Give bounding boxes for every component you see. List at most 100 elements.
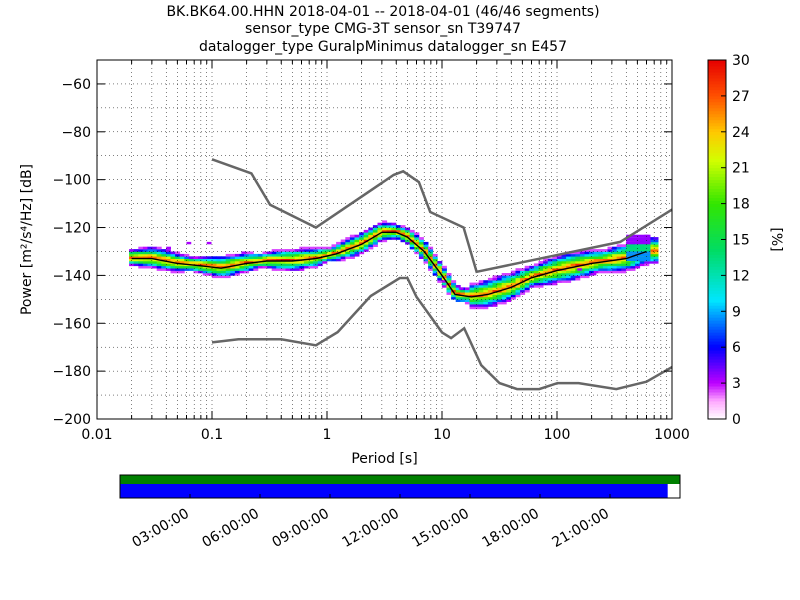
y-tick-label: −80 — [61, 125, 91, 141]
psd-cell — [372, 241, 378, 245]
psd-cell — [483, 301, 489, 305]
psd-cell — [575, 253, 581, 257]
psd-cell — [501, 275, 507, 279]
psd-cell — [377, 234, 383, 238]
psd-cell — [294, 253, 300, 257]
psd-cell — [262, 258, 268, 262]
psd-cell — [239, 270, 245, 274]
psd-cell — [451, 287, 457, 291]
psd-cell — [648, 237, 654, 240]
psd-cell — [584, 273, 590, 276]
psd-cell — [267, 261, 273, 264]
psd-cell — [418, 239, 424, 243]
psd-cell — [483, 280, 489, 283]
psd-cell — [483, 282, 489, 286]
colorbar-segment — [708, 281, 726, 285]
psd-cell — [165, 258, 171, 262]
low-noise-model-line — [211, 276, 673, 391]
colorbar-segment — [708, 254, 726, 258]
psd-cell — [317, 261, 323, 264]
psd-cell — [285, 258, 291, 262]
psd-cell — [547, 258, 553, 262]
colorbar-segment — [708, 251, 726, 255]
psd-cell — [345, 237, 351, 240]
psd-cell — [510, 282, 516, 286]
psd-cell — [280, 249, 286, 252]
psd-cell — [184, 268, 190, 271]
psd-cell — [142, 253, 148, 257]
psd-cell — [602, 258, 608, 262]
colorbar-segment — [708, 158, 726, 163]
colorbar-segment — [708, 290, 726, 294]
psd-cell — [211, 256, 217, 259]
psd-cell — [561, 273, 567, 276]
psd-cell — [626, 241, 651, 245]
psd-cell — [216, 258, 222, 262]
colorbar-segment — [708, 329, 726, 333]
psd-cell — [639, 263, 645, 267]
colorbar-tick-label: 18 — [732, 197, 750, 213]
psd-cell — [290, 253, 296, 257]
psd-cell — [133, 253, 139, 257]
psd-cell — [234, 261, 240, 264]
psd-cell — [593, 270, 599, 274]
psd-cell — [207, 261, 213, 264]
psd-cell — [446, 287, 452, 291]
psd-cell — [621, 268, 627, 271]
psd-cell — [506, 296, 512, 300]
psd-cell — [202, 268, 208, 271]
psd-cell — [234, 273, 240, 276]
psd-cell — [437, 277, 443, 281]
psd-cell — [515, 292, 521, 295]
colorbar-tick-label: 30 — [732, 53, 750, 69]
psd-cell — [474, 306, 480, 310]
psd-cell — [138, 246, 144, 250]
psd-cell — [225, 273, 231, 276]
colorbar-segment — [708, 317, 726, 321]
psd-cell — [478, 280, 484, 283]
x-tick-label: 1000 — [654, 427, 690, 443]
psd-cell — [349, 241, 355, 245]
psd-cell — [317, 246, 323, 250]
colorbar-segment — [708, 77, 726, 82]
psd-cell — [418, 241, 424, 245]
psd-cell — [368, 244, 374, 247]
psd-cell — [239, 256, 245, 259]
psd-cell — [345, 246, 351, 250]
y-tick-label: −60 — [61, 77, 91, 93]
psd-cell — [202, 263, 208, 267]
colorbar-segment — [708, 215, 726, 219]
psd-cell — [644, 263, 650, 267]
psd-cell — [285, 251, 291, 255]
psd-cell — [198, 265, 204, 269]
psd-cell — [584, 258, 590, 262]
psd-cell — [299, 251, 305, 255]
colorbar-segment — [708, 410, 726, 414]
psd-cell — [441, 285, 447, 288]
psd-cell — [616, 246, 622, 250]
psd-cell — [570, 275, 576, 279]
psd-cell — [368, 227, 374, 231]
psd-cell — [625, 265, 631, 269]
psd-cell — [234, 253, 240, 257]
psd-cell — [368, 246, 374, 250]
psd-cell — [175, 258, 181, 262]
psd-cell — [612, 249, 618, 252]
psd-cell — [152, 265, 158, 269]
psd-cell — [308, 258, 314, 262]
psd-cell — [547, 280, 553, 283]
psd-cell — [442, 280, 447, 283]
psd-cell — [598, 270, 604, 274]
psd-cell — [579, 258, 585, 262]
psd-cell — [211, 263, 217, 267]
psd-cell — [469, 292, 475, 295]
psd-cell — [529, 282, 535, 286]
psd-cell — [340, 249, 346, 252]
psd-cell — [529, 270, 535, 274]
psd-cell — [326, 246, 332, 250]
psd-cell — [239, 253, 245, 257]
psd-cell — [349, 256, 355, 259]
psd-cell — [626, 246, 651, 250]
psd-cell — [234, 270, 240, 274]
psd-cell — [216, 256, 222, 259]
